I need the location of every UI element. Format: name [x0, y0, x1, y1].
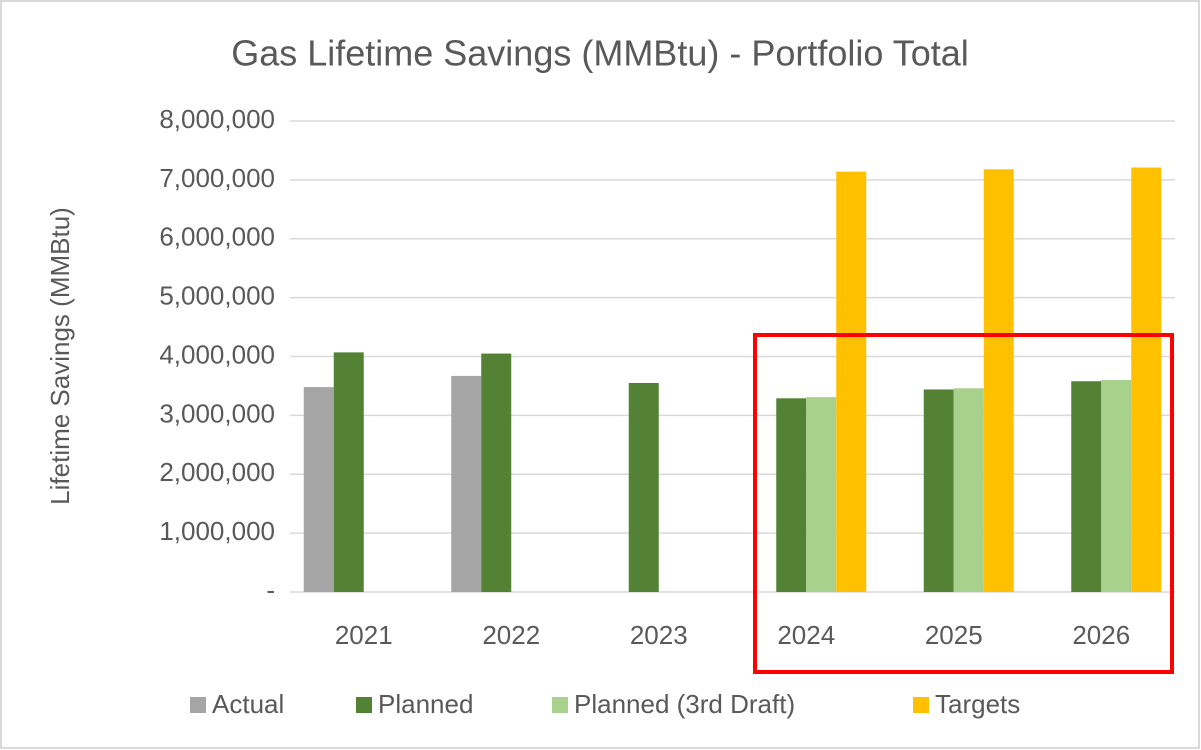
- x-tick-label: 2025: [925, 620, 983, 650]
- x-tick-label: 2024: [777, 620, 835, 650]
- legend-swatch: [190, 697, 206, 713]
- x-tick-label: 2021: [335, 620, 393, 650]
- bar: [776, 398, 807, 592]
- y-tick-label: 6,000,000: [159, 222, 275, 252]
- legend-swatch: [552, 697, 568, 713]
- y-tick-label: 4,000,000: [159, 339, 275, 369]
- bar: [1071, 381, 1102, 592]
- bar: [983, 169, 1014, 592]
- bar: [1131, 167, 1162, 593]
- bar: [451, 375, 482, 592]
- y-tick-label: -: [266, 575, 275, 605]
- y-tick-label: 3,000,000: [159, 398, 275, 428]
- bar: [953, 388, 984, 592]
- highlight-box: [753, 333, 1174, 674]
- y-tick-label: 5,000,000: [159, 281, 275, 311]
- bar: [481, 353, 512, 592]
- legend-label: Planned (3rd Draft): [574, 689, 795, 719]
- x-tick-label: 2023: [630, 620, 688, 650]
- bar: [836, 171, 867, 592]
- legend-label: Targets: [935, 689, 1020, 719]
- y-tick-label: 7,000,000: [159, 163, 275, 193]
- bar: [333, 352, 364, 592]
- legend-label: Actual: [212, 689, 284, 719]
- bar: [1101, 380, 1132, 592]
- bar: [628, 382, 659, 592]
- chart-title: Gas Lifetime Savings (MMBtu) - Portfolio…: [231, 33, 969, 74]
- y-tick-label: 8,000,000: [159, 104, 275, 134]
- x-tick-label: 2022: [482, 620, 540, 650]
- y-axis-label: Lifetime Savings (MMBtu): [45, 207, 75, 505]
- bar: [303, 387, 334, 592]
- y-tick-label: 1,000,000: [159, 516, 275, 546]
- y-tick-label: 2,000,000: [159, 457, 275, 487]
- bar: [806, 397, 837, 592]
- x-tick-label: 2026: [1072, 620, 1130, 650]
- legend-label: Planned: [378, 689, 473, 719]
- bar: [923, 389, 954, 592]
- legend-swatch: [356, 697, 372, 713]
- legend-swatch: [913, 697, 929, 713]
